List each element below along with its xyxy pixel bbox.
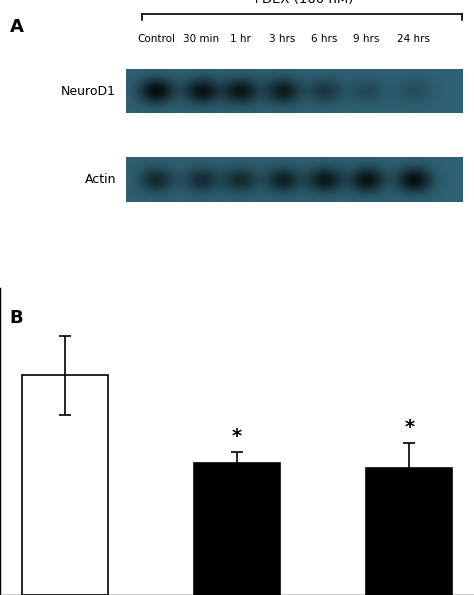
Bar <box>21 375 108 595</box>
Text: 3 hrs: 3 hrs <box>269 35 295 45</box>
Text: NeuroD1: NeuroD1 <box>61 84 116 98</box>
Text: Control: Control <box>137 35 175 45</box>
Text: 9 hrs: 9 hrs <box>353 35 379 45</box>
Text: Actin: Actin <box>85 173 116 186</box>
Text: 30 min: 30 min <box>183 35 219 45</box>
Text: *: * <box>232 427 242 446</box>
Text: 24 hrs: 24 hrs <box>397 35 430 45</box>
Text: A: A <box>9 18 23 36</box>
Bar <box>366 468 453 595</box>
Text: 1 hr: 1 hr <box>229 35 250 45</box>
Bar <box>194 464 280 595</box>
Text: B: B <box>9 309 23 327</box>
Text: *: * <box>404 418 414 437</box>
Text: +DEX (100 nM): +DEX (100 nM) <box>251 0 353 6</box>
Text: 6 hrs: 6 hrs <box>311 35 337 45</box>
